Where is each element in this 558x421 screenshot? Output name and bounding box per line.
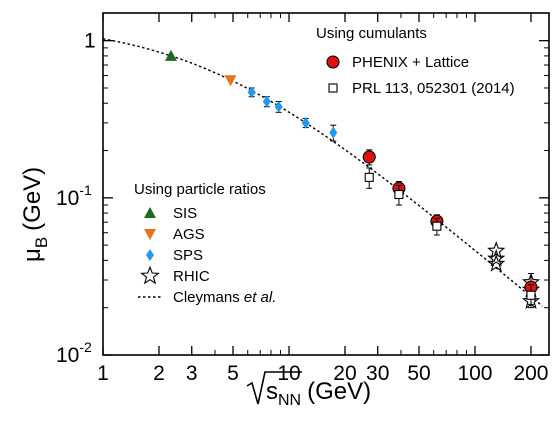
- legend-label-sps: SPS: [173, 247, 203, 264]
- data-point: [301, 116, 310, 129]
- data-point: [274, 100, 283, 113]
- series-prl-113-052301-2014-: [364, 167, 536, 309]
- legend-marker-ags: [144, 229, 156, 240]
- series-phenix-lattice: [362, 149, 538, 305]
- series-sps: [247, 86, 338, 142]
- y-tick-exponent: -2: [79, 339, 92, 355]
- x-tick-label: 50: [407, 362, 430, 385]
- legend-label-cleymans: Cleymans et al.: [173, 289, 276, 306]
- y-tick-label: 10-2: [56, 339, 92, 367]
- data-point: [487, 241, 506, 259]
- data-point: [164, 49, 177, 61]
- legend-label-cleymans-name: Cleymans: [173, 289, 244, 306]
- cleymans-curve: [102, 38, 543, 307]
- data-point: [394, 189, 404, 200]
- y-axis-title-mu: μ: [19, 248, 46, 262]
- x-axis-sqrt-sign: [246, 371, 302, 405]
- x-tick-label: 20: [333, 362, 356, 385]
- x-tick-label: 5: [227, 362, 239, 385]
- legend-title-cumulants: Using cumulants: [316, 25, 427, 42]
- y-tick-base: 1: [84, 30, 96, 53]
- y-axis-title-sub: B: [32, 237, 51, 248]
- data-point: [329, 126, 338, 139]
- y-axis-title: μB (GeV): [19, 167, 51, 262]
- legend-label-phenix: PHENIX + Lattice: [352, 54, 469, 71]
- legend-marker-sps: [146, 249, 154, 261]
- y-tick-base: 10: [56, 187, 79, 210]
- legend-marker-phenix: [326, 55, 340, 69]
- legend: Using cumulants PHENIX + Lattice PRL 113, …: [134, 25, 515, 306]
- axis-labels: sNN (GeV) μB (GeV): [19, 167, 371, 409]
- legend-marker-prl: [328, 83, 338, 93]
- y-tick-label: 10-1: [56, 182, 92, 210]
- y-axis-title-unit: (GeV): [19, 167, 46, 231]
- data-point: [487, 249, 506, 267]
- plot-frame: [102, 12, 550, 356]
- marks-layer: [164, 49, 541, 309]
- x-tick-label: 10: [277, 362, 300, 385]
- data-point: [432, 221, 442, 231]
- legend-marker-rhic: [140, 265, 160, 285]
- x-tick-label: 3: [186, 362, 198, 385]
- x-tick-label: 1: [97, 362, 109, 385]
- x-axis-title-s: s: [266, 378, 278, 405]
- data-point: [262, 95, 271, 108]
- x-tick-label: 200: [513, 362, 548, 385]
- series-sis: [164, 49, 177, 61]
- legend-label-sis: SIS: [173, 205, 197, 222]
- x-tick-label: 100: [457, 362, 492, 385]
- legend-label-rhic: RHIC: [173, 268, 210, 285]
- y-tick-exponent: -1: [79, 182, 92, 198]
- data-point: [224, 75, 237, 87]
- legend-title-ratios: Using particle ratios: [134, 181, 266, 198]
- curve-layer: [102, 38, 543, 307]
- y-tick-label: 1: [84, 30, 96, 53]
- data-point: [364, 172, 374, 182]
- data-point: [247, 86, 256, 99]
- data-point: [487, 254, 506, 272]
- legend-marker-sis: [144, 207, 156, 218]
- x-tick-label: 2: [153, 362, 165, 385]
- x-axis-title: sNN (GeV): [266, 378, 371, 409]
- legend-label-cleymans-etal: et al.: [244, 289, 277, 306]
- series-ags: [224, 75, 237, 87]
- x-tick-label: 30: [366, 362, 389, 385]
- legend-label-prl: PRL 113, 052301 (2014): [352, 80, 515, 97]
- x-axis-title-sub: NN: [278, 392, 301, 409]
- legend-label-ags: AGS: [173, 226, 205, 243]
- data-point: [362, 150, 376, 164]
- data-point: [526, 290, 536, 300]
- y-tick-base: 10: [56, 344, 79, 367]
- x-axis-title-unit: (GeV): [307, 378, 371, 405]
